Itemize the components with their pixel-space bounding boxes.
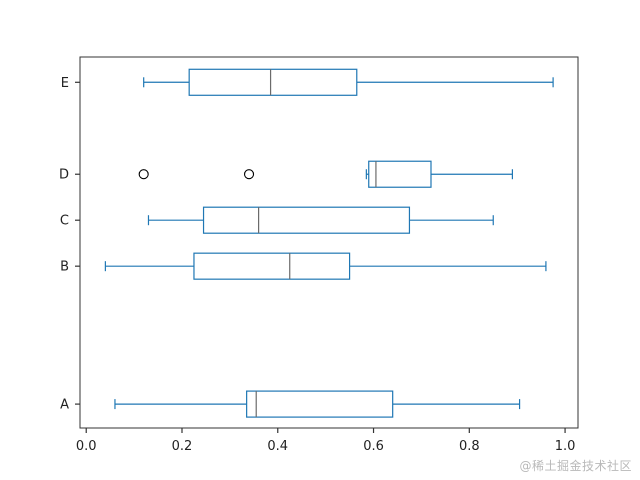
axes-frame: [79, 56, 579, 429]
y-tick-label: C: [60, 214, 69, 229]
outlier-point: [243, 169, 255, 180]
iqr-box: [368, 160, 432, 188]
x-tick-label: 0.8: [459, 439, 480, 454]
watermark: @稀土掘金技术社区: [519, 459, 632, 473]
iqr-box: [202, 206, 411, 234]
y-tick-label: A: [60, 398, 69, 413]
y-tick-label: B: [60, 260, 69, 275]
iqr-box: [188, 68, 358, 96]
x-tick-label: 0.2: [172, 439, 193, 454]
x-tick-label: 1.0: [555, 439, 576, 454]
iqr-box: [246, 390, 394, 418]
outlier-point: [138, 169, 149, 180]
x-tick-label: 0.4: [267, 439, 288, 454]
y-tick-label: D: [59, 168, 69, 183]
iqr-box: [193, 252, 351, 280]
x-tick-label: 0.6: [363, 439, 384, 454]
x-tick-label: 0.0: [76, 439, 97, 454]
y-tick-label: E: [61, 76, 69, 91]
